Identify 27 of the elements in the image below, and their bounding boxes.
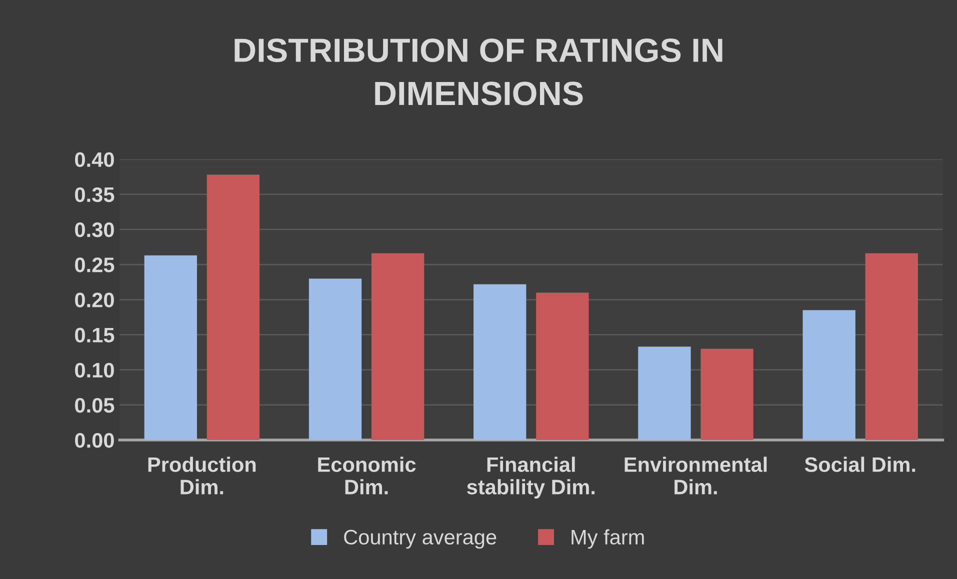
y-tick-label: 0.25 (75, 258, 114, 272)
x-tick-label: Economic Dim. (318, 456, 416, 494)
bar (802, 310, 856, 440)
y-tick-label: 0.20 (75, 292, 114, 308)
x-tick-label: Social Dim. (804, 456, 916, 472)
y-tick-label: 0.35 (75, 187, 114, 202)
y-tick-label: 0.10 (75, 362, 114, 378)
legend-label: My farm (572, 529, 644, 549)
x-tick-label: Environmental Dim. (624, 456, 767, 494)
bar (865, 253, 918, 440)
chart-title: DISTRIBUTION OF RATINGS IN DIMENSIONS (234, 38, 722, 106)
y-tick-label: 0.15 (75, 328, 114, 342)
x-tick-label: Production Dim. (148, 456, 256, 494)
y-tick-label: 0.00 (75, 433, 114, 448)
x-tick-label: Financial stability Dim. (467, 456, 595, 499)
y-tick-label: 0.30 (75, 222, 114, 238)
legend-label: Country average (344, 530, 496, 549)
bar (700, 348, 754, 440)
bar (638, 346, 691, 440)
bar (308, 278, 362, 440)
y-tick-label: 0.05 (75, 398, 114, 413)
bar (536, 292, 589, 440)
bar (206, 174, 260, 440)
bar (144, 255, 197, 440)
bar (371, 253, 424, 440)
y-tick-label: 0.40 (75, 152, 114, 167)
bar (474, 284, 526, 440)
